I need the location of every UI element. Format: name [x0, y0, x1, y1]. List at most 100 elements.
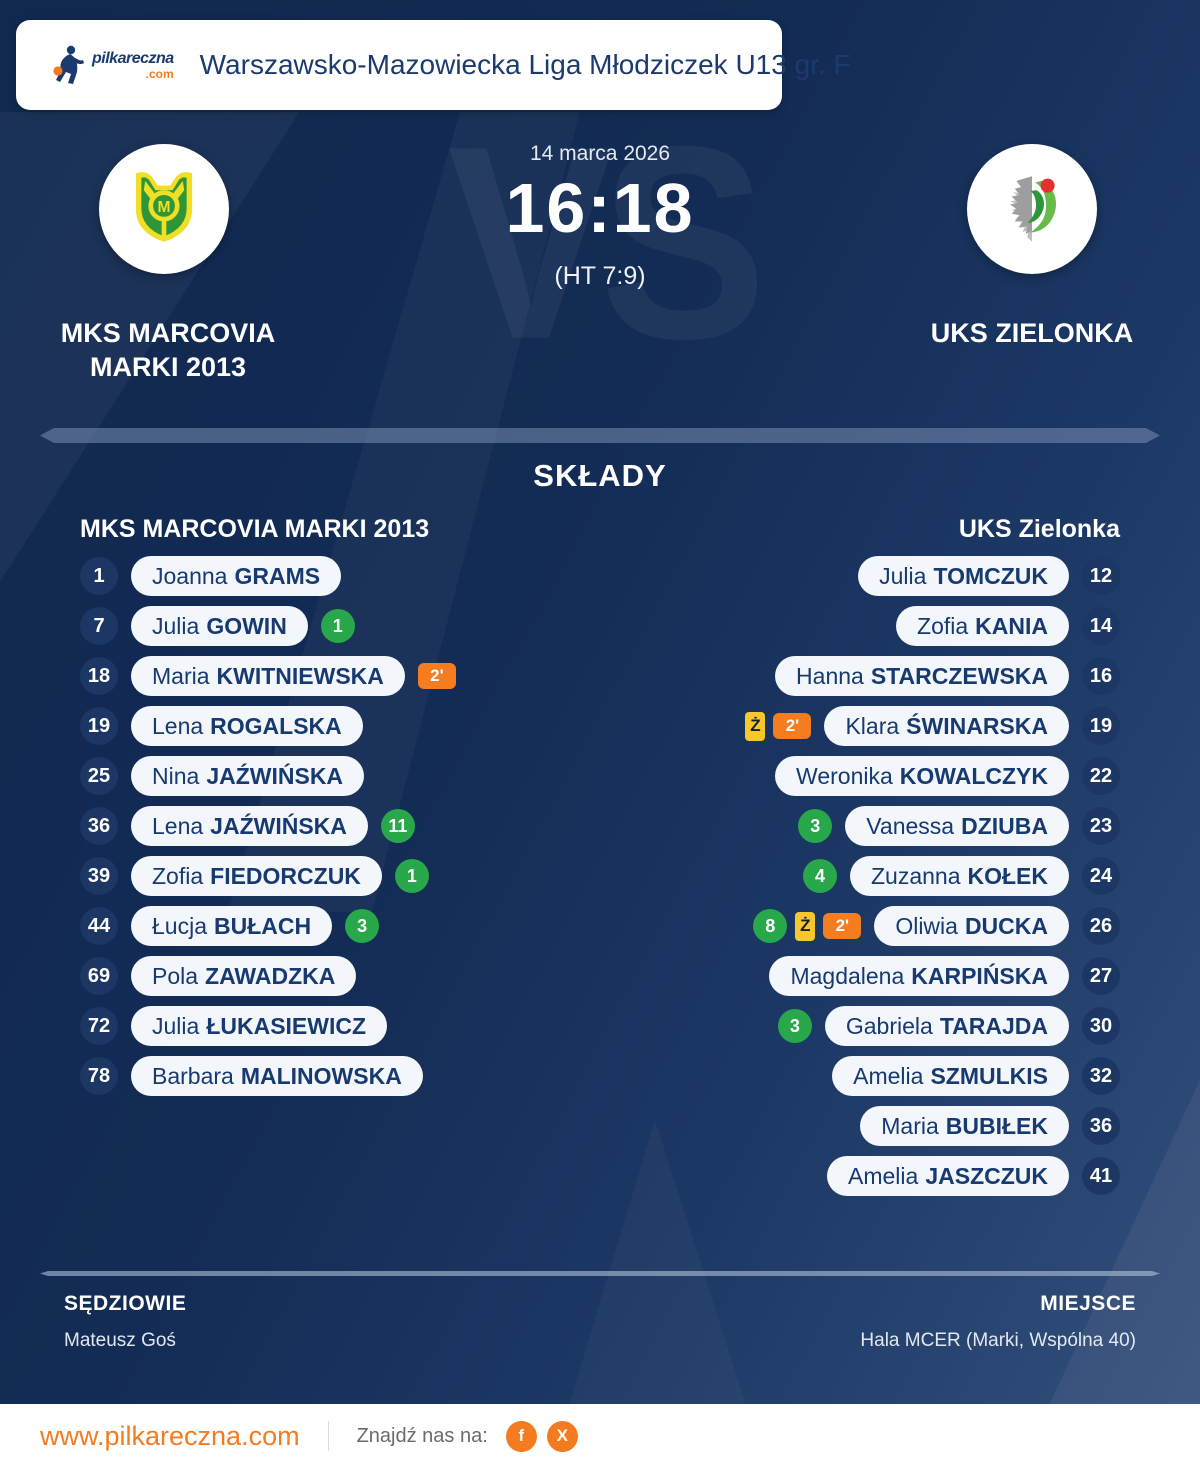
player-name-pill: Julia ŁUKASIEWICZ: [131, 1006, 388, 1046]
player-name-pill: Julia GOWIN: [131, 606, 308, 646]
yellow-card-badge: Ż: [795, 911, 816, 941]
pilkareczna-logo: pilkareczna .com: [50, 45, 174, 85]
footer-bar: www.pilkareczna.com Znajdź nas na: f X: [0, 1404, 1200, 1468]
player-name-pill: Barbara MALINOWSKA: [131, 1056, 423, 1096]
player-last-name: ROGALSKA: [210, 712, 342, 739]
brand-suffix: .com: [145, 66, 174, 81]
player-name-pill: Łucja BUŁACH: [131, 906, 333, 946]
mks-marcovia-crest-icon: M: [135, 172, 193, 242]
player-number: 14: [1082, 607, 1120, 645]
away-lineup-header: UKS Zielonka: [958, 515, 1120, 543]
player-last-name: KANIA: [975, 612, 1048, 639]
away-player-row: 4 Zuzanna KOŁEK 24: [745, 856, 1120, 896]
player-last-name: KOŁEK: [967, 862, 1049, 889]
player-first-name: Amelia: [853, 1062, 924, 1089]
website-link[interactable]: www.pilkareczna.com: [40, 1420, 300, 1451]
away-team-name-line1: UKS ZIELONKA: [930, 318, 1134, 348]
player-number: 12: [1082, 557, 1120, 595]
player-first-name: Gabriela: [845, 1012, 933, 1039]
match-header: VS M 14 marca 2026 16:18: [0, 105, 1200, 430]
player-number: 19: [1082, 707, 1120, 745]
player-number: 24: [1082, 857, 1120, 895]
player-number: 78: [80, 1057, 118, 1095]
player-last-name: JAŹWIŃSKA: [206, 762, 344, 789]
facebook-icon[interactable]: f: [505, 1420, 537, 1452]
away-team-name: UKS ZIELONKA: [862, 316, 1200, 350]
player-first-name: Maria: [881, 1112, 939, 1139]
goals-badge: 1: [320, 609, 355, 643]
home-team-name-line1: MKS MARCOVIA: [60, 318, 276, 348]
player-first-name: Nina: [152, 762, 200, 789]
goals-badge: 8: [753, 909, 788, 943]
player-last-name: DUCKA: [964, 912, 1048, 939]
home-player-row: 72 Julia ŁUKASIEWICZ: [80, 1006, 456, 1046]
player-number: 19: [80, 707, 118, 745]
player-badges: 4: [802, 859, 837, 893]
player-number: 32: [1082, 1057, 1120, 1095]
goals-badge: 4: [802, 859, 837, 893]
match-center-block: 14 marca 2026 16:18 (HT 7:9): [0, 142, 1200, 291]
player-name-pill: Vanessa DZIUBA: [845, 806, 1069, 846]
player-name-pill: Lena JAŹWIŃSKA: [131, 806, 368, 846]
player-name-pill: Nina JAŹWIŃSKA: [131, 756, 365, 796]
suspension-badge: 2': [417, 663, 456, 689]
goals-badge: 3: [777, 1009, 812, 1043]
player-number: 23: [1082, 807, 1120, 845]
player-badges: 1: [320, 609, 355, 643]
league-header-card: pilkareczna .com Warszawsko-Mazowiecka L…: [16, 20, 851, 110]
referees-value: Mateusz Goś: [64, 1330, 176, 1351]
goals-badge: 3: [798, 809, 833, 843]
x-twitter-icon[interactable]: X: [546, 1420, 578, 1452]
player-number: 27: [1082, 957, 1120, 995]
player-last-name: SZMULKIS: [930, 1062, 1048, 1089]
player-last-name: GRAMS: [234, 562, 321, 589]
home-player-row: 19 Lena ROGALSKA: [80, 706, 456, 746]
player-last-name: TARAJDA: [939, 1012, 1048, 1039]
player-first-name: Oliwia: [895, 912, 958, 939]
player-number: 36: [1082, 1107, 1120, 1145]
rosters: 1 Joanna GRAMS 7 Julia GOWIN 1 18 Maria KWITNIEWS…: [80, 556, 1120, 1206]
player-last-name: STARCZEWSKA: [870, 662, 1048, 689]
social-icons: f X: [505, 1420, 578, 1452]
player-name-pill: Amelia SZMULKIS: [832, 1056, 1069, 1096]
suspension-badge: 2': [823, 913, 862, 939]
away-player-row: 3 Gabriela TARAJDA 30: [745, 1006, 1120, 1046]
player-name-pill: Magdalena KARPIŃSKA: [769, 956, 1069, 996]
suspension-badge: 2': [773, 713, 812, 739]
player-number: 39: [80, 857, 118, 895]
player-name-pill: Joanna GRAMS: [131, 556, 342, 596]
player-name-pill: Maria KWITNIEWSKA: [131, 656, 405, 696]
player-badges: 3: [345, 909, 380, 943]
player-badges: 8 Ż 2': [753, 909, 862, 943]
player-name-pill: Zuzanna KOŁEK: [849, 856, 1069, 896]
player-last-name: ŚWINARSKA: [906, 712, 1048, 739]
away-player-row: Julia TOMCZUK 12: [745, 556, 1120, 596]
player-last-name: GOWIN: [206, 612, 287, 639]
home-player-row: 69 Pola ZAWADZKA: [80, 956, 456, 996]
player-first-name: Zofia: [152, 862, 204, 889]
player-name-pill: Hanna STARCZEWSKA: [775, 656, 1069, 696]
player-name-pill: Maria BUBIŁEK: [860, 1106, 1069, 1146]
venue-label: MIEJSCE: [1040, 1292, 1136, 1315]
brand-name: pilkareczna: [92, 49, 174, 67]
player-first-name: Joanna: [152, 562, 228, 589]
footer-divider: [40, 1271, 1160, 1276]
player-number: 36: [80, 807, 118, 845]
find-us-label: Znajdź nas na:: [356, 1424, 488, 1447]
player-first-name: Julia: [152, 1012, 200, 1039]
away-player-row: Ż 2' Klara ŚWINARSKA 19: [745, 706, 1120, 746]
away-player-row: Magdalena KARPIŃSKA 27: [745, 956, 1120, 996]
away-player-row: Maria BUBIŁEK 36: [745, 1106, 1120, 1146]
handball-player-icon: [53, 45, 84, 84]
player-first-name: Lena: [152, 712, 204, 739]
player-last-name: TOMCZUK: [933, 562, 1048, 589]
vertical-separator: [327, 1421, 329, 1451]
player-first-name: Hanna: [796, 662, 864, 689]
player-number: 1: [80, 557, 118, 595]
yellow-card-badge: Ż: [745, 711, 766, 741]
player-last-name: MALINOWSKA: [240, 1062, 402, 1089]
brand-text: pilkareczna .com: [92, 49, 174, 81]
goals-badge: 1: [394, 859, 429, 893]
player-name-pill: Zofia FIEDORCZUK: [131, 856, 382, 896]
